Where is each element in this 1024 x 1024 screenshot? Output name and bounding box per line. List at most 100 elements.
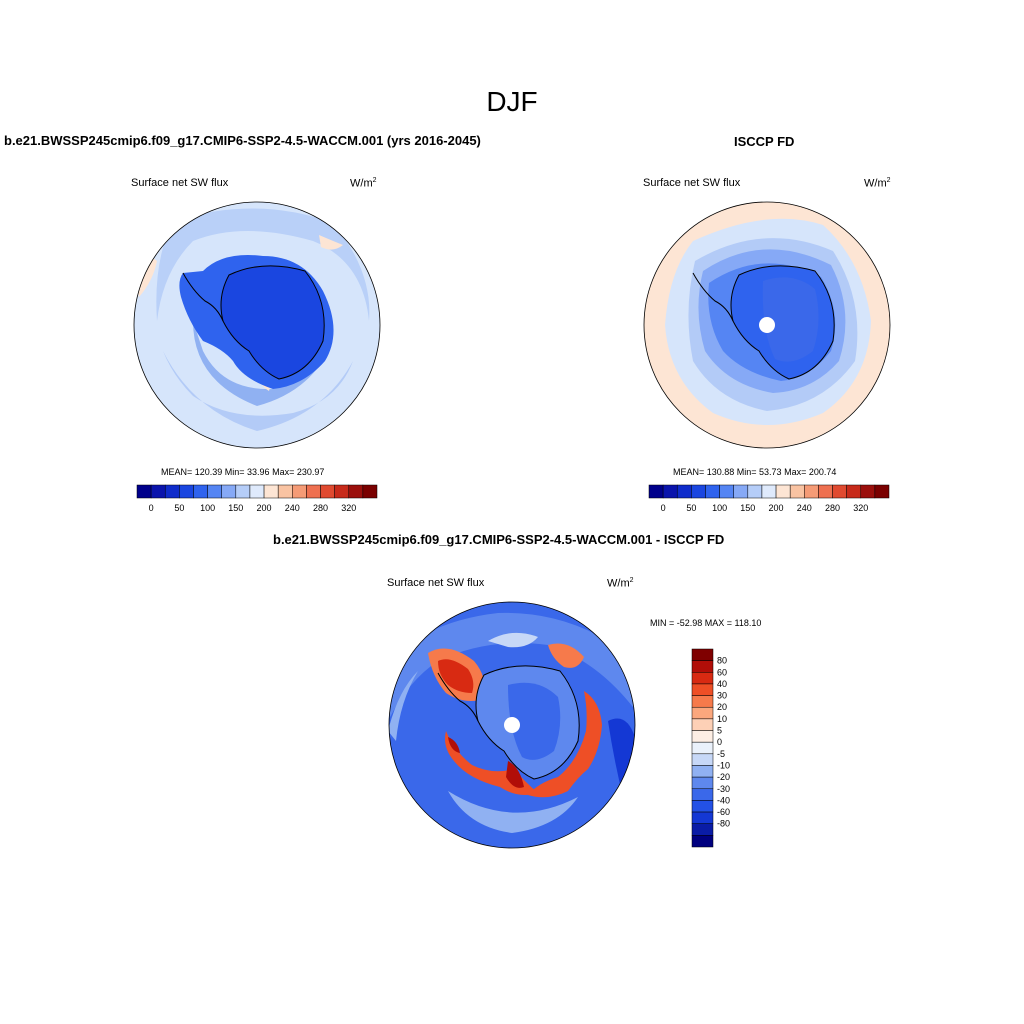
panel-1-colorbar-swatch	[306, 484, 321, 499]
panel-3-colorbar-tick-label: -20	[717, 772, 730, 782]
panel-1-colorbar-swatch	[320, 484, 335, 499]
panel-1-colorbar-swatch	[221, 484, 237, 499]
panel-2-colorbar-swatch	[747, 484, 763, 499]
panel-2-colorbar-tick-label: 320	[853, 503, 868, 513]
panel-2-colorbar-swatch	[775, 484, 791, 499]
panel-3-colorbar-swatch	[691, 765, 714, 778]
panel-1-units: W/m2	[350, 177, 377, 190]
panel-2-colorbar: 0 50 100 150 200 240 280 320	[648, 484, 890, 513]
panel-1-title: b.e21.BWSSP245cmip6.f09_g17.CMIP6-SSP2-4…	[4, 133, 481, 148]
panel-2-colorbar-swatch	[789, 484, 805, 499]
panel-1-colorbar-swatch	[249, 484, 265, 499]
panel-3-colorbar-tick-label: 40	[717, 679, 727, 689]
panel-1-colorbar-swatch	[292, 484, 307, 499]
panel-2-units: W/m2	[864, 177, 891, 190]
panel-1-colorbar-tick-label: 320	[341, 503, 356, 513]
panel-2-colorbar-swatch	[719, 484, 734, 499]
panel-3-colorbar-swatch	[691, 660, 714, 673]
panel-2-map	[643, 201, 891, 449]
panel-2-colorbar-swatch	[846, 484, 862, 499]
panel-3-colorbar-tick-label: -40	[717, 795, 730, 805]
panel-3-colorbar-tick-label: -5	[717, 749, 725, 759]
panel-3-colorbar-tick-label: 0	[717, 737, 722, 747]
panel-1-colorbar-tick-label: 200	[257, 503, 272, 513]
panel-2-title: ISCCP FD	[734, 134, 795, 149]
panel-2-colorbar-swatch	[860, 484, 876, 499]
panel-1-colorbar-swatch	[277, 484, 293, 499]
panel-3-colorbar-swatch	[691, 823, 714, 836]
figure-title: DJF	[486, 86, 538, 117]
panel-2-colorbar-swatch	[818, 484, 833, 499]
panel-3-colorbar-tick-label: 20	[717, 702, 727, 712]
panel-3-colorbar-swatch	[691, 811, 714, 824]
panel-3-colorbar-swatch	[691, 706, 714, 720]
panel-3-colorbar-swatch	[691, 683, 714, 696]
panel-1-colorbar-tick-label: 100	[200, 503, 215, 513]
panel-2-colorbar-swatch	[676, 484, 692, 499]
panel-1-colorbar-swatch	[334, 484, 350, 499]
panel-1-colorbar-tick-label: 280	[313, 503, 328, 513]
panel-2-variable-label: Surface net SW flux	[643, 177, 741, 189]
panel-2-colorbar-tick-label: 50	[686, 503, 696, 513]
panel-1-colorbar-tick-label: 150	[228, 503, 243, 513]
panel-3-units: W/m2	[607, 577, 634, 590]
panel-2-colorbar-tick-label: 0	[661, 503, 666, 513]
panel-3-stats: MIN = -52.98 MAX = 118.10	[650, 618, 762, 628]
panel-2-colorbar-swatch	[761, 484, 777, 499]
panel-3-colorbar-swatch	[691, 741, 714, 755]
panel-2-colorbar-tick-label: 100	[712, 503, 727, 513]
panel-2-colorbar-swatch	[648, 484, 664, 499]
panel-1-colorbar-swatch	[263, 484, 279, 499]
panel-1-colorbar-swatch	[207, 484, 222, 499]
panel-3-colorbar-swatch	[691, 695, 714, 708]
panel-3-colorbar-tick-label: 10	[717, 714, 727, 724]
panel-2-colorbar-swatch	[832, 484, 847, 499]
panel-2-colorbar-tick-label: 240	[797, 503, 812, 513]
panel-1-colorbar-swatch	[348, 484, 364, 499]
panel-2-colorbar-swatch	[662, 484, 678, 499]
panel-2-colorbar-swatch	[804, 484, 819, 499]
panel-3-colorbar-swatch	[691, 672, 714, 685]
panel-3-colorbar-tick-label: 60	[717, 667, 727, 677]
panel-1-colorbar-swatch	[235, 484, 251, 499]
panel-1-stats: MEAN= 120.39 Min= 33.96 Max= 230.97	[161, 467, 325, 477]
panel-3-colorbar-swatch	[691, 835, 714, 848]
panel-2-colorbar-swatch	[691, 484, 706, 499]
panel-1-colorbar-tick-label: 240	[285, 503, 300, 513]
panel-2-colorbar-tick-label: 150	[740, 503, 755, 513]
panel-3-colorbar-tick-label: -60	[717, 807, 730, 817]
panel-2-colorbar-swatch	[874, 484, 890, 499]
panel-1-colorbar-swatch	[164, 484, 180, 499]
panel-1-colorbar-tick-label: 0	[149, 503, 154, 513]
panel-3-colorbar-swatch	[691, 776, 714, 790]
panel-1-colorbar-swatch	[136, 484, 152, 499]
panel-3-colorbar-swatch	[691, 718, 714, 731]
panel-3-colorbar-swatch	[691, 753, 714, 766]
panel-3-colorbar-tick-label: -80	[717, 819, 730, 829]
panel-1-colorbar-swatch	[179, 484, 194, 499]
panel-1-colorbar-swatch	[150, 484, 166, 499]
panel-3-colorbar-tick-label: 30	[717, 691, 727, 701]
panel-1-colorbar-swatch	[193, 484, 208, 499]
panel-2-stats: MEAN= 130.88 Min= 53.73 Max= 200.74	[673, 467, 837, 477]
panel-3-colorbar-swatch	[691, 730, 714, 743]
panel-3-title: b.e21.BWSSP245cmip6.f09_g17.CMIP6-SSP2-4…	[273, 532, 725, 547]
panel-3-colorbar-tick-label: 5	[717, 726, 722, 736]
panel-3-colorbar-tick-label: -30	[717, 784, 730, 794]
panel-1-colorbar-swatch	[362, 484, 378, 499]
panel-1-colorbar: 0 50 100 150 200 240 280 320	[136, 484, 378, 513]
panel-3-colorbar-swatch	[691, 648, 714, 661]
panel-1-variable-label: Surface net SW flux	[131, 177, 229, 189]
panel-3-variable-label: Surface net SW flux	[387, 577, 485, 589]
panel-2-colorbar-swatch	[705, 484, 720, 499]
panel-3-colorbar-tick-label: 80	[717, 656, 727, 666]
panel-3-colorbar-tick-label: -10	[717, 760, 730, 770]
panel-3-map	[388, 601, 636, 849]
panel-2-colorbar-tick-label: 280	[825, 503, 840, 513]
panel-1-map	[133, 201, 381, 449]
panel-3-colorbar-swatch	[691, 800, 714, 813]
panel-3-colorbar-swatch	[691, 788, 714, 801]
panel-2-colorbar-swatch	[733, 484, 749, 499]
panel-1-colorbar-tick-label: 50	[174, 503, 184, 513]
